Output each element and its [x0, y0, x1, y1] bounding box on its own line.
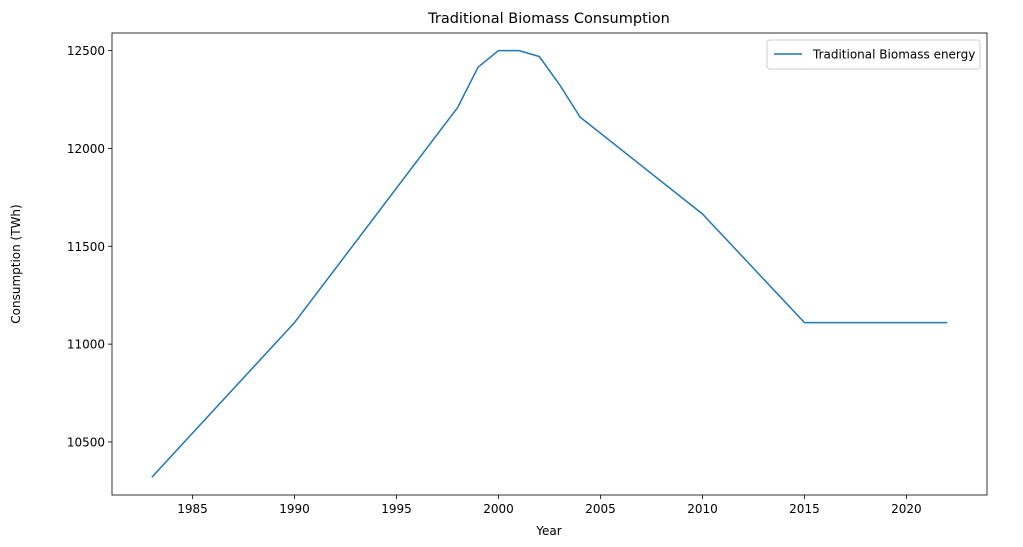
plot-line-layer — [151, 49, 948, 478]
chart-title: Traditional Biomass Consumption — [427, 11, 670, 27]
series-line-0 — [151, 49, 948, 478]
legend-series-label: Traditional Biomass energy — [812, 48, 975, 62]
x-axis-label: Year — [535, 524, 561, 538]
x-tick-label: 1985 — [177, 502, 208, 516]
x-tick-label: 2000 — [483, 502, 514, 516]
y-axis-label: Consumption (TWh) — [9, 204, 23, 323]
y-tick-label: 12500 — [67, 44, 105, 58]
plot-area-frame — [111, 32, 988, 496]
legend-box — [766, 39, 981, 70]
x-tick-label: 2010 — [687, 502, 718, 516]
x-tick-label: 2005 — [585, 502, 616, 516]
x-tick-label: 2020 — [891, 502, 922, 516]
x-tick-label: 2015 — [789, 502, 820, 516]
x-tick-label: 1990 — [279, 502, 310, 516]
x-tick-label: 1995 — [381, 502, 412, 516]
y-tick-label: 11000 — [67, 338, 105, 352]
y-tick-label: 12000 — [67, 142, 105, 156]
y-tick-label: 10500 — [67, 435, 105, 449]
y-tick-label: 11500 — [67, 240, 105, 254]
legend: Traditional Biomass energy — [766, 39, 981, 70]
x-axis-ticks: 1985 1990 1995 2000 2005 2010 2015 2020 — [177, 495, 922, 516]
y-axis-ticks: 10500 11000 11500 12000 12500 — [67, 44, 112, 449]
